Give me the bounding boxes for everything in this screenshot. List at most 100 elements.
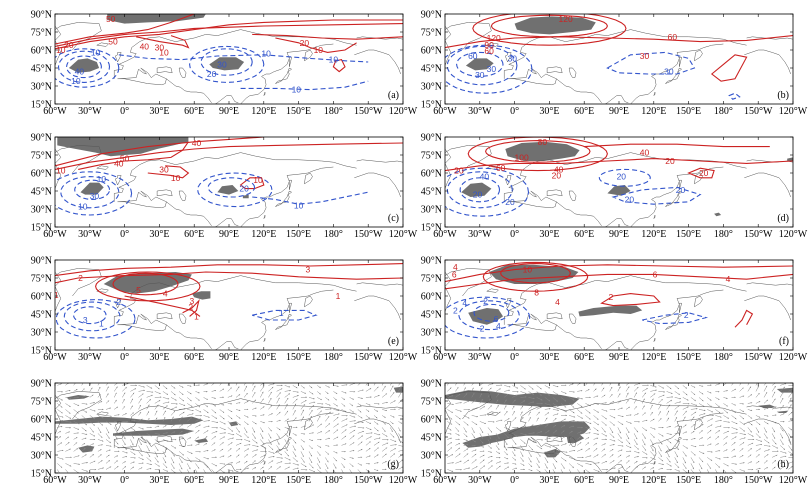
lon-tick-label: 30°E bbox=[149, 352, 169, 363]
contour-label: 30 bbox=[487, 64, 497, 74]
contour-label: 10 bbox=[78, 202, 88, 212]
lon-tick-label: 120°E bbox=[641, 106, 666, 117]
contour-label: 20 bbox=[699, 168, 709, 178]
panel-frame bbox=[444, 13, 794, 105]
panel-plot-area: 502010504030102010101040103020101010 bbox=[55, 14, 403, 104]
coastlines bbox=[55, 391, 403, 473]
positive-contour bbox=[275, 37, 357, 53]
panel-label: (d) bbox=[777, 213, 789, 224]
contour-label: 120 bbox=[559, 14, 573, 24]
lon-tick-label: 60°E bbox=[574, 352, 594, 363]
contour-label: 90 bbox=[484, 40, 494, 50]
positive-contour bbox=[55, 137, 264, 167]
positive-contour bbox=[472, 14, 627, 46]
contour-label: 40 bbox=[114, 158, 124, 168]
lat-tick-label: 45°N bbox=[421, 187, 442, 198]
panel-plot-area bbox=[445, 383, 793, 473]
lat-tick-label: 90°N bbox=[421, 379, 442, 390]
lon-tick-label: 150°E bbox=[286, 106, 311, 117]
contour-label: 10 bbox=[261, 49, 271, 59]
contour-label: 1 bbox=[194, 311, 199, 321]
negative-contour bbox=[66, 55, 102, 79]
negative-contour bbox=[458, 300, 520, 331]
contour-label: 30 bbox=[90, 191, 100, 201]
contour-label: 2 bbox=[483, 296, 488, 306]
shaded-region bbox=[57, 137, 189, 157]
contour-label: 4 bbox=[453, 262, 458, 272]
contour-label: 3 bbox=[83, 315, 88, 325]
positive-contour bbox=[306, 175, 343, 209]
panel-frame bbox=[54, 259, 404, 351]
lon-tick-label: 150°E bbox=[676, 106, 701, 117]
contour-label: 4 bbox=[726, 274, 731, 284]
lon-tick-label: 90°E bbox=[219, 229, 239, 240]
lat-tick-label: 30°N bbox=[421, 328, 442, 339]
lat-tick-label: 90°N bbox=[31, 379, 52, 390]
lat-tick-label: 30°N bbox=[421, 451, 442, 462]
positive-contour bbox=[445, 273, 793, 290]
lon-tick-label: 0° bbox=[120, 106, 129, 117]
negative-contour bbox=[118, 54, 369, 63]
contour-label: 20 bbox=[625, 194, 635, 204]
lon-tick-label: 60°W bbox=[43, 475, 67, 486]
shaded-region bbox=[461, 182, 492, 197]
lon-tick-label: 150°W bbox=[354, 106, 383, 117]
lat-tick-label: 90°N bbox=[421, 133, 442, 144]
negative-contour bbox=[74, 179, 111, 200]
contour-label: 2 bbox=[78, 273, 83, 283]
lon-tick-label: 60°E bbox=[184, 106, 204, 117]
contour-label: 60 bbox=[668, 32, 678, 42]
lon-tick-label: 180° bbox=[324, 352, 343, 363]
lat-tick-label: 30°N bbox=[31, 205, 52, 216]
panel-e: 3225411321231160°W30°W0°30°E60°E90°E120°… bbox=[31, 256, 418, 364]
contour-label: 20 bbox=[300, 38, 310, 48]
shaded-region bbox=[191, 291, 211, 300]
wind-vectors bbox=[447, 383, 793, 473]
contour-label: 6 bbox=[452, 269, 457, 279]
contour-label: 20 bbox=[454, 166, 464, 176]
negative-contour bbox=[55, 299, 136, 339]
negative-contour bbox=[598, 168, 651, 187]
panel-label: (g) bbox=[387, 459, 399, 470]
positive-contour bbox=[734, 309, 754, 328]
positive-contour bbox=[500, 263, 571, 284]
lon-tick-label: 60°W bbox=[433, 352, 457, 363]
lat-tick-label: 75°N bbox=[421, 274, 442, 285]
contour-label: 4 bbox=[555, 297, 560, 307]
shaded-region bbox=[505, 141, 580, 161]
lon-tick-label: 30°W bbox=[78, 475, 102, 486]
lat-tick-label: 15°N bbox=[31, 223, 52, 234]
positive-contour bbox=[490, 14, 609, 38]
positive-contour bbox=[687, 167, 715, 179]
lat-tick-label: 30°N bbox=[31, 82, 52, 93]
panel-g: 60°W 30°W 0° 30°E 60°E 90°E 120°E 150°E 180° 150°… bbox=[31, 379, 418, 487]
lon-tick-label: 90°E bbox=[609, 475, 629, 486]
lon-tick-label: 60°W bbox=[43, 229, 67, 240]
lon-tick-label: 150°W bbox=[744, 229, 773, 240]
contour-label: 80 bbox=[538, 137, 548, 147]
contour-label: 5 bbox=[136, 285, 141, 295]
shaded-region bbox=[68, 58, 100, 73]
positive-contour bbox=[78, 141, 189, 170]
positive-contour bbox=[445, 35, 793, 49]
lon-tick-label: 30°E bbox=[539, 106, 559, 117]
positive-contour bbox=[600, 293, 661, 307]
lat-tick-label: 60°N bbox=[421, 415, 442, 426]
lon-tick-label: 150°W bbox=[354, 229, 383, 240]
lat-tick-label: 60°N bbox=[31, 169, 52, 180]
lon-tick-label: 120°E bbox=[251, 352, 276, 363]
lon-tick-label: 120°W bbox=[779, 229, 808, 240]
contour-label: 10 bbox=[159, 47, 169, 57]
lon-tick-label: 30°W bbox=[78, 106, 102, 117]
lon-tick-label: 0° bbox=[120, 229, 129, 240]
lon-tick-label: 120°E bbox=[641, 475, 666, 486]
contour-label: 20 bbox=[665, 156, 675, 166]
contour-label: 1 bbox=[99, 319, 104, 329]
lon-tick-label: 30°W bbox=[468, 106, 492, 117]
lon-tick-label: 30°W bbox=[468, 352, 492, 363]
contour-label: 30 bbox=[475, 70, 485, 80]
negative-contour bbox=[456, 51, 504, 77]
negative-contour bbox=[459, 177, 501, 203]
